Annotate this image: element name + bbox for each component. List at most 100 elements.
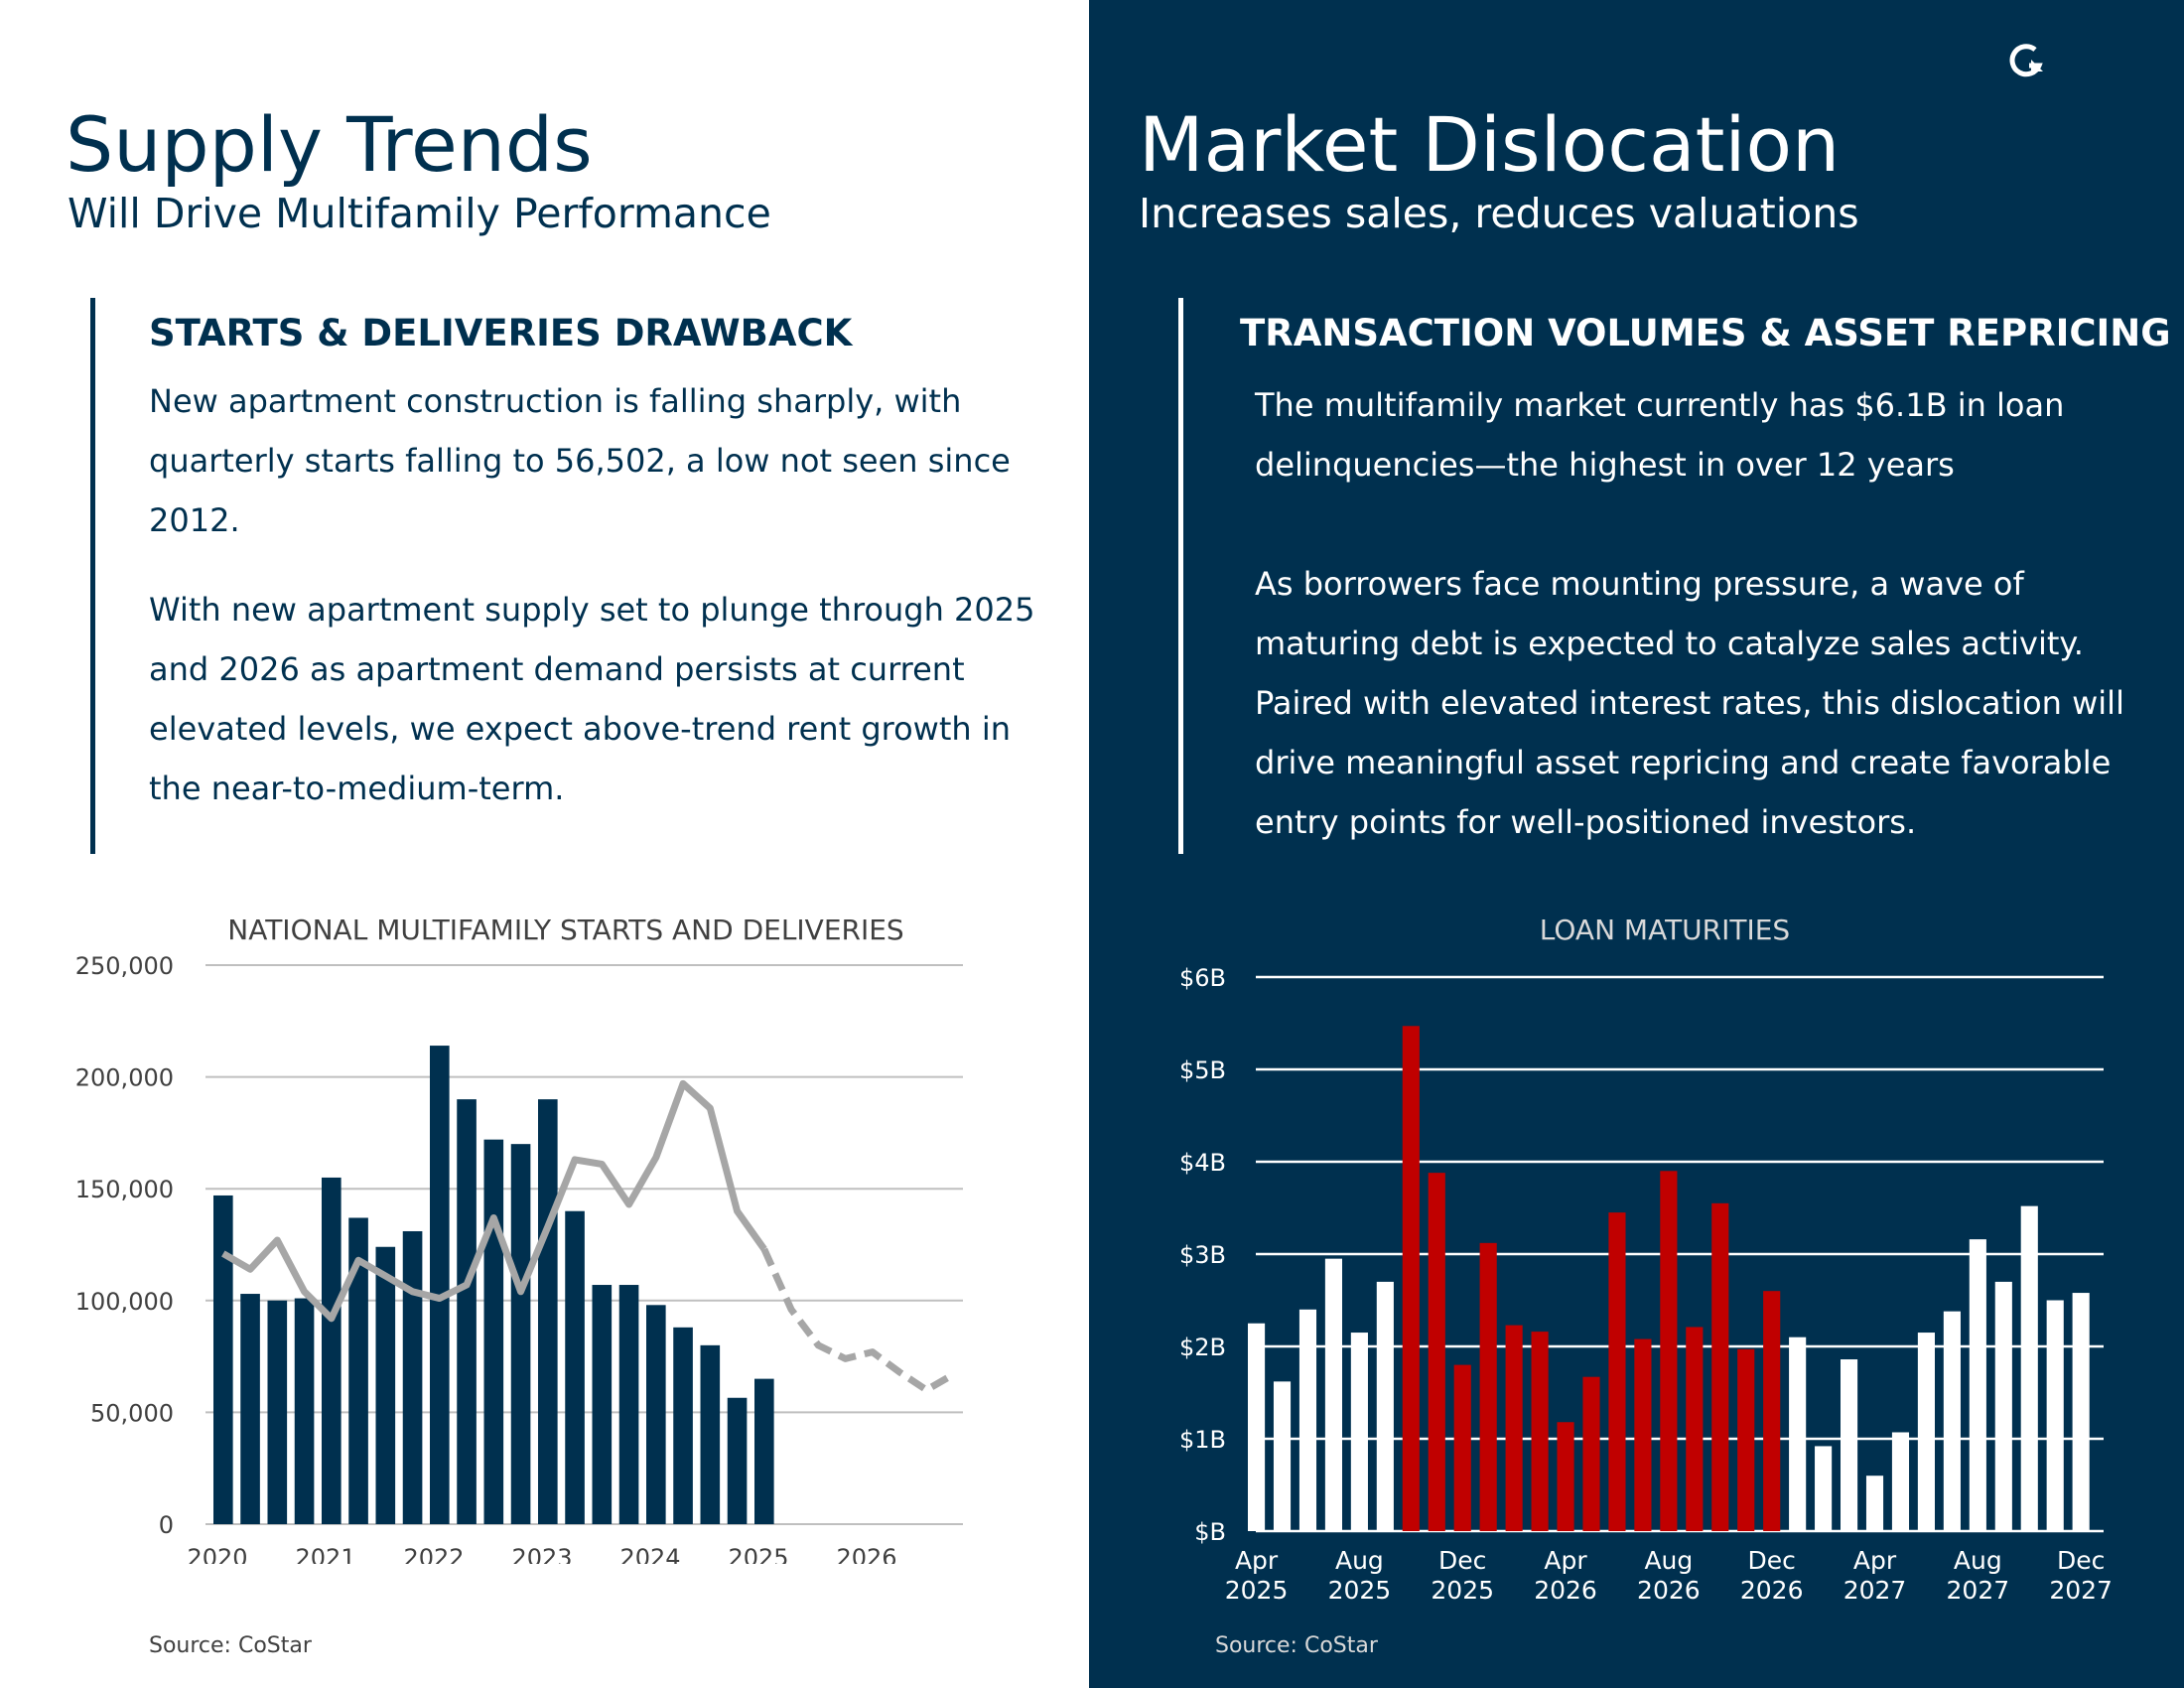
loan-maturity-bar bbox=[1324, 1258, 1343, 1531]
loan-maturity-bar bbox=[2046, 1300, 2064, 1531]
loan-maturity-bar bbox=[1840, 1359, 1858, 1531]
x-tick-year: 2026 bbox=[1740, 1576, 1804, 1605]
x-tick-month: Dec bbox=[2057, 1546, 2105, 1575]
y-tick-label: 250,000 bbox=[75, 952, 174, 980]
left-title: Supply Trends bbox=[66, 100, 593, 189]
loan-maturity-bar bbox=[2020, 1205, 2038, 1531]
y-tick-label: 150,000 bbox=[75, 1176, 174, 1203]
right-section-heading: TRANSACTION VOLUMES & ASSET REPRICING bbox=[1240, 312, 2171, 354]
loan-maturity-bar bbox=[1994, 1281, 2012, 1531]
x-tick-year: 2025 bbox=[1225, 1576, 1289, 1605]
loan-maturity-bar bbox=[1248, 1323, 1266, 1531]
starts-bar bbox=[348, 1217, 368, 1524]
left-paragraph-2: With new apartment supply set to plunge … bbox=[149, 591, 1035, 807]
loan-maturity-bar bbox=[1557, 1422, 1574, 1531]
loan-maturities-chart: $6B$5B$4B$3B$2B$1B$B Apr2025Aug2025Dec20… bbox=[1179, 964, 2113, 1605]
y-tick-label: $2B bbox=[1179, 1334, 1226, 1361]
starts-bar bbox=[294, 1298, 315, 1524]
x-tick-month: Aug bbox=[1644, 1546, 1693, 1575]
left-accent-bar bbox=[90, 298, 95, 854]
loan-maturity-bar bbox=[1531, 1332, 1549, 1531]
starts-bar bbox=[402, 1230, 423, 1524]
y-tick-label: 0 bbox=[159, 1511, 174, 1539]
starts-bar bbox=[483, 1139, 504, 1524]
starts-chart-title: NATIONAL MULTIFAMILY STARTS AND DELIVERI… bbox=[227, 914, 904, 946]
x-tick-label: 2023 bbox=[511, 1544, 572, 1564]
right-title: Market Dislocation bbox=[1139, 100, 1841, 189]
x-tick-month: Dec bbox=[1438, 1546, 1486, 1575]
right-source: Source: CoStar bbox=[1215, 1633, 1378, 1658]
loan-maturity-bar bbox=[1428, 1173, 1445, 1531]
x-tick-month: Aug bbox=[1335, 1546, 1384, 1575]
loan-maturity-bar bbox=[1479, 1242, 1497, 1531]
x-tick-year: 2026 bbox=[1637, 1576, 1701, 1605]
starts-bar bbox=[457, 1099, 477, 1524]
loan-maturity-bar bbox=[2072, 1293, 2090, 1531]
x-tick-year: 2026 bbox=[1534, 1576, 1597, 1605]
loan-chart-title: LOAN MATURITIES bbox=[1539, 914, 1791, 946]
starts-bar bbox=[618, 1285, 639, 1524]
starts-bar bbox=[592, 1285, 613, 1524]
y-tick-label: $5B bbox=[1179, 1056, 1226, 1084]
starts-bar bbox=[673, 1327, 693, 1524]
left-panel: Supply Trends Will Drive Multifamily Per… bbox=[0, 0, 1089, 1688]
starts-bar bbox=[538, 1099, 558, 1524]
x-tick-year: 2027 bbox=[1843, 1576, 1907, 1605]
left-subtitle: Will Drive Multifamily Performance bbox=[68, 190, 771, 237]
right-accent-bar bbox=[1178, 298, 1183, 854]
x-tick-year: 2027 bbox=[1947, 1576, 2010, 1605]
loan-maturity-bar bbox=[1350, 1333, 1368, 1531]
loan-maturity-bar bbox=[1582, 1376, 1600, 1531]
loan-maturity-bar bbox=[1608, 1212, 1626, 1531]
starts-bar bbox=[510, 1144, 531, 1524]
starts-bar bbox=[565, 1210, 585, 1524]
loan-maturity-bar bbox=[1711, 1202, 1729, 1531]
starts-deliveries-chart: 250,000 200,000 150,000 100,000 50,000 0 2020… bbox=[75, 952, 963, 1564]
loan-maturity-bar bbox=[1789, 1336, 1807, 1531]
loan-maturity-bar bbox=[1943, 1311, 1961, 1531]
loan-maturity-bar bbox=[1660, 1171, 1678, 1531]
x-tick-label: 2024 bbox=[619, 1544, 680, 1564]
loan-maturity-bar bbox=[1917, 1333, 1935, 1531]
starts-bar bbox=[322, 1177, 341, 1524]
x-tick-year: 2025 bbox=[1328, 1576, 1392, 1605]
y-tick-label: $1B bbox=[1179, 1426, 1226, 1454]
right-panel: Market Dislocation Increases sales, redu… bbox=[1089, 0, 2184, 1688]
starts-bar bbox=[754, 1378, 774, 1524]
deliveries-projected-line bbox=[760, 1247, 956, 1394]
g-arrow-logo-icon bbox=[2009, 44, 2043, 77]
x-tick-year: 2027 bbox=[2049, 1576, 2113, 1605]
x-tick-label: 2026 bbox=[836, 1544, 896, 1564]
starts-bar bbox=[375, 1246, 396, 1524]
loan-maturity-bar bbox=[1763, 1291, 1781, 1531]
x-tick-year: 2025 bbox=[1431, 1576, 1494, 1605]
loan-maturity-bar bbox=[1273, 1381, 1292, 1531]
loan-maturity-bar bbox=[1453, 1364, 1471, 1531]
y-tick-label: 100,000 bbox=[75, 1288, 174, 1316]
right-paragraph-1: The multifamily market currently has $6.… bbox=[1255, 386, 2065, 484]
x-tick-month: Aug bbox=[1954, 1546, 2002, 1575]
loan-maturity-bar bbox=[1737, 1348, 1755, 1531]
loan-maturity-bar bbox=[1686, 1327, 1704, 1531]
starts-bar bbox=[430, 1046, 450, 1524]
y-tick-label: $6B bbox=[1179, 964, 1226, 992]
starts-bar bbox=[267, 1300, 288, 1524]
x-tick-month: Apr bbox=[1235, 1546, 1279, 1575]
right-paragraph-2: As borrowers face mounting pressure, a w… bbox=[1255, 565, 2124, 841]
loan-maturity-bar bbox=[1969, 1239, 1986, 1531]
y-tick-label: $4B bbox=[1179, 1149, 1226, 1177]
left-section-heading: STARTS & DELIVERIES DRAWBACK bbox=[149, 312, 853, 354]
loan-maturity-bar bbox=[1298, 1309, 1317, 1531]
y-tick-label: $3B bbox=[1179, 1241, 1226, 1269]
starts-bar bbox=[646, 1305, 666, 1524]
loan-maturity-bar bbox=[1815, 1446, 1833, 1531]
loan-maturity-bar bbox=[1402, 1026, 1420, 1531]
left-source: Source: CoStar bbox=[149, 1633, 312, 1658]
x-tick-label: 2021 bbox=[295, 1544, 355, 1564]
x-tick-month: Dec bbox=[1747, 1546, 1795, 1575]
starts-bar bbox=[700, 1344, 721, 1524]
loan-maturity-bar bbox=[1891, 1432, 1910, 1531]
left-paragraph-1: New apartment construction is falling sh… bbox=[149, 382, 1011, 539]
starts-bar bbox=[240, 1294, 260, 1524]
x-tick-label: 2022 bbox=[403, 1544, 464, 1564]
